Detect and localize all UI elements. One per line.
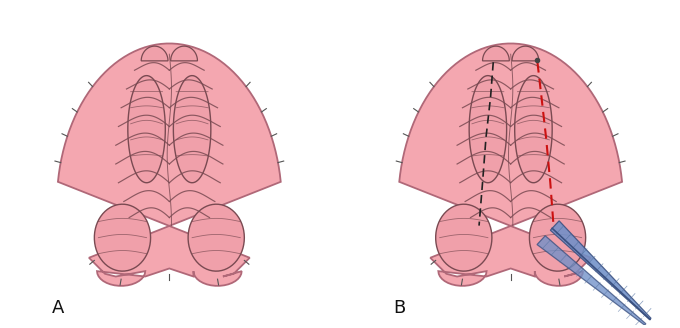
Polygon shape — [188, 204, 244, 271]
Polygon shape — [141, 46, 168, 61]
Polygon shape — [537, 236, 646, 325]
Polygon shape — [128, 76, 165, 183]
Polygon shape — [530, 204, 585, 271]
Polygon shape — [483, 46, 509, 61]
Text: B: B — [393, 299, 405, 317]
Polygon shape — [469, 76, 507, 183]
Polygon shape — [550, 221, 651, 320]
Polygon shape — [399, 44, 622, 286]
Polygon shape — [171, 46, 197, 61]
Polygon shape — [173, 76, 211, 183]
Polygon shape — [95, 204, 150, 271]
Polygon shape — [58, 44, 281, 286]
Text: A: A — [52, 299, 64, 317]
Polygon shape — [512, 46, 539, 61]
Polygon shape — [515, 76, 552, 183]
Polygon shape — [436, 204, 492, 271]
